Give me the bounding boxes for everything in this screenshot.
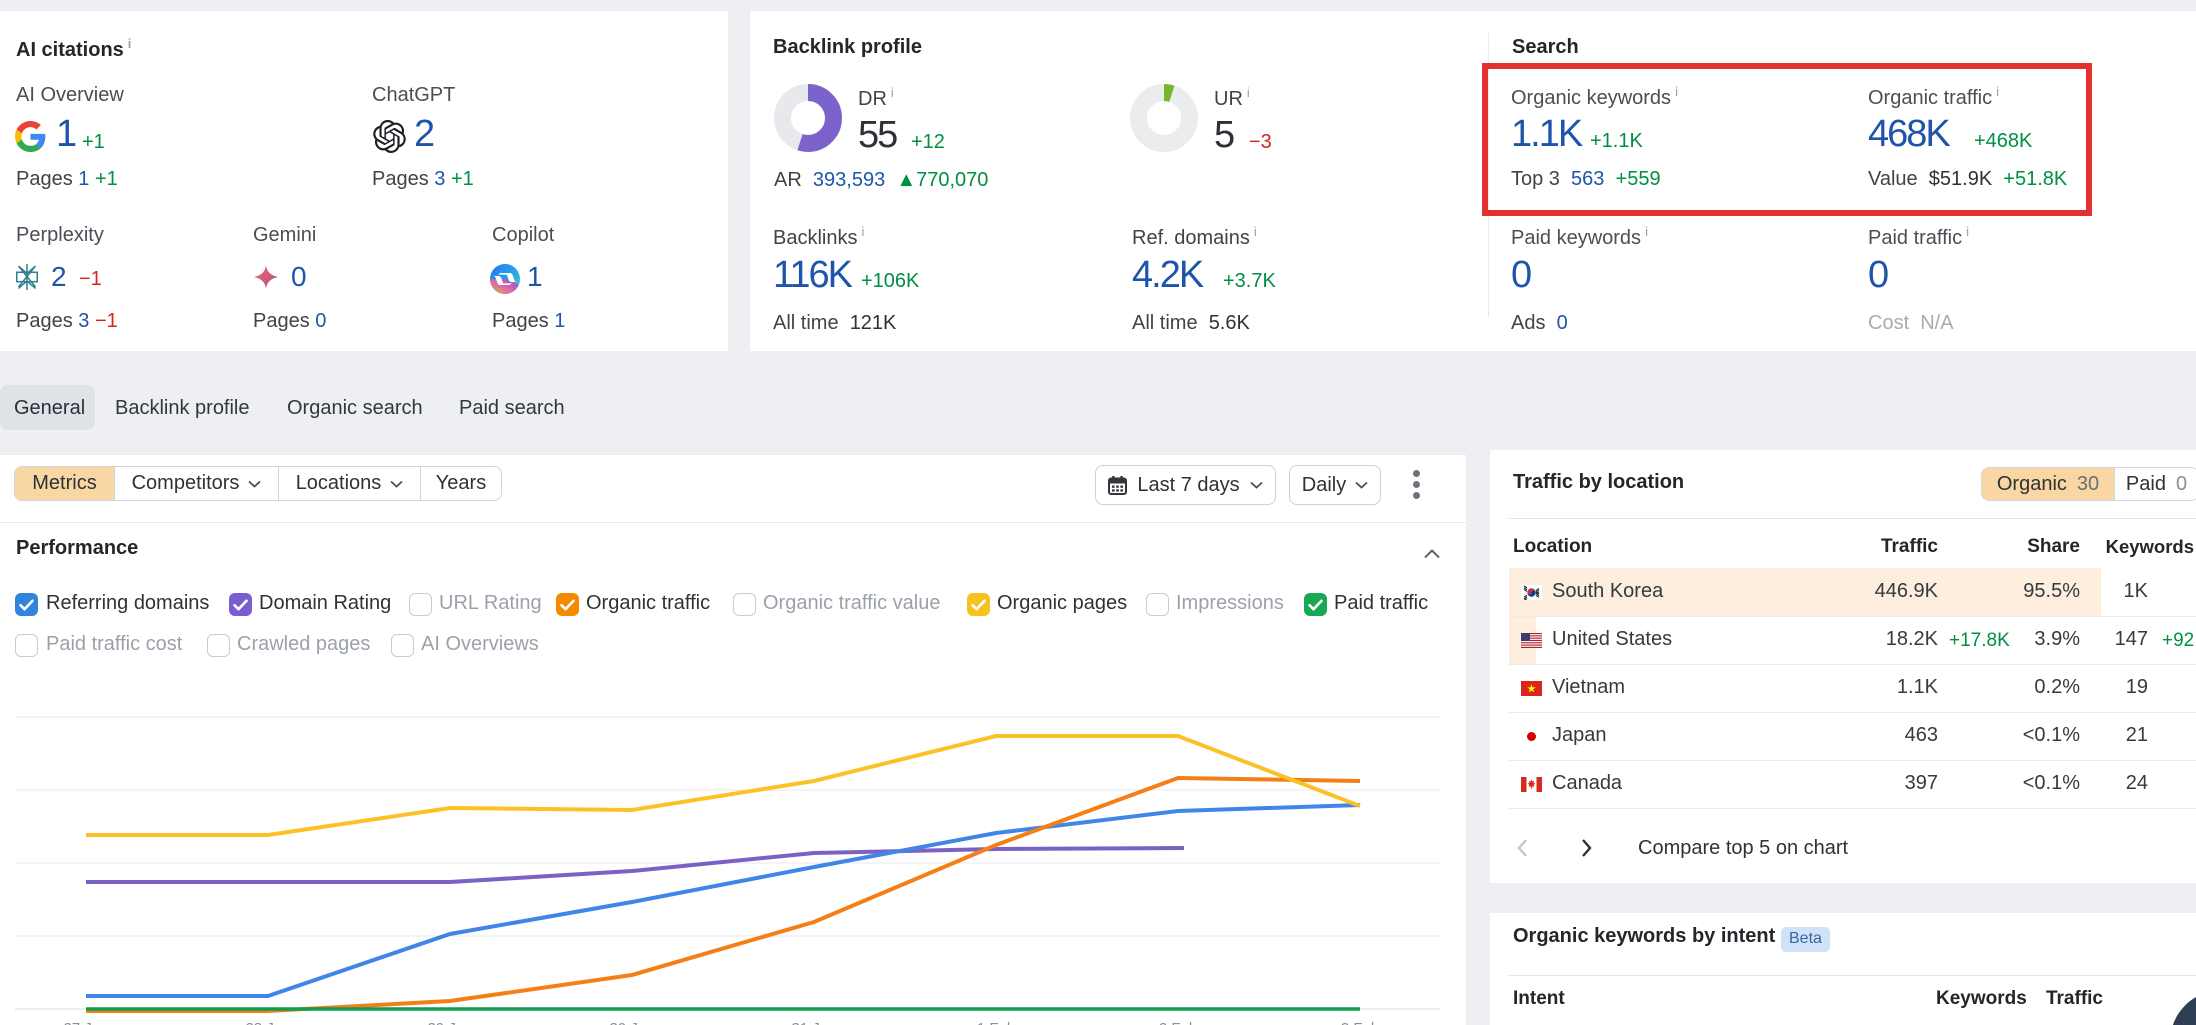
svg-text:28 Jan: 28 Jan bbox=[245, 1020, 290, 1025]
svg-text:27 Jan: 27 Jan bbox=[63, 1020, 108, 1025]
svg-text:29 Jan: 29 Jan bbox=[427, 1020, 472, 1025]
svg-text:30 Jan: 30 Jan bbox=[609, 1020, 654, 1025]
svg-text:2 Feb: 2 Feb bbox=[1159, 1020, 1197, 1025]
svg-text:3 Feb: 3 Feb bbox=[1341, 1020, 1379, 1025]
svg-text:31 Jan: 31 Jan bbox=[791, 1020, 836, 1025]
svg-text:1 Feb: 1 Feb bbox=[977, 1020, 1015, 1025]
